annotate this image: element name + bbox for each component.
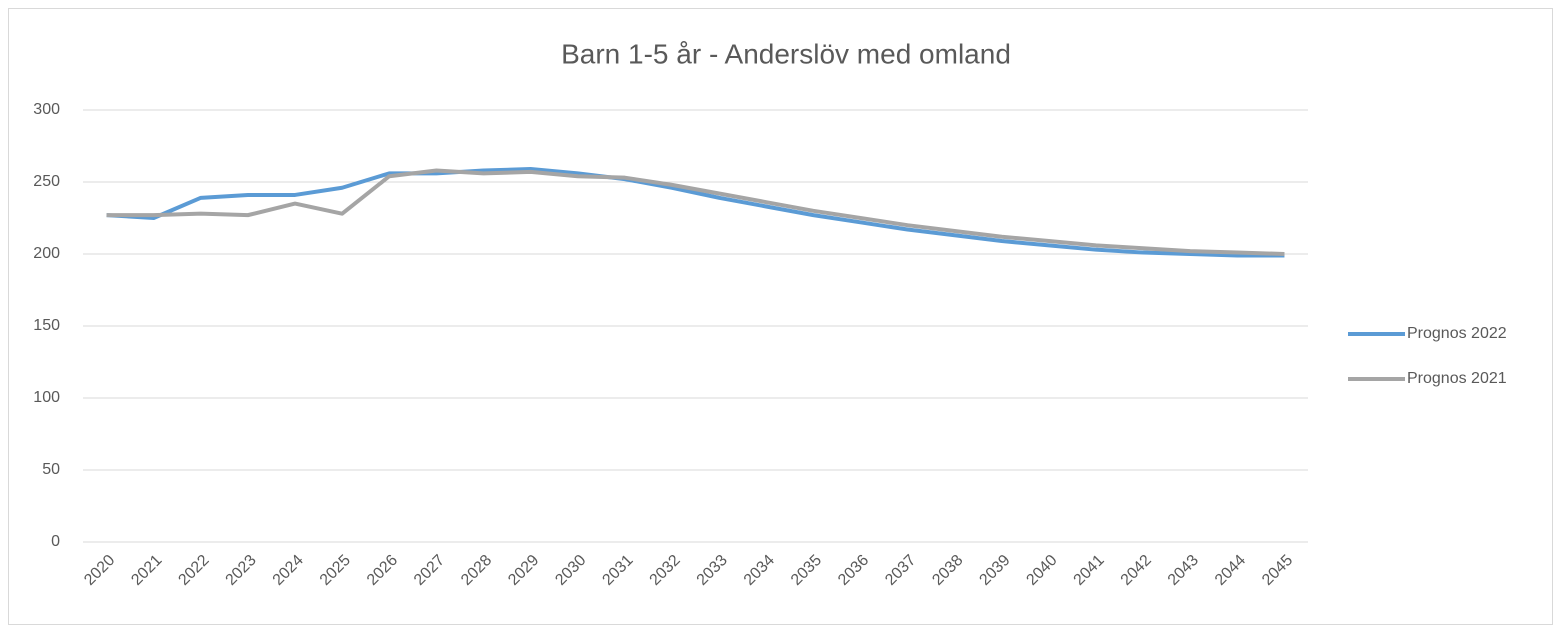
- chart-title: Barn 1-5 år - Anderslöv med omland: [561, 38, 1011, 69]
- series-line: [106, 167, 1285, 258]
- chart-frame: [8, 8, 1553, 625]
- y-tick-label: 300: [33, 101, 60, 118]
- y-tick-label: 50: [42, 461, 60, 478]
- legend-label: Prognos 2022: [1407, 325, 1507, 342]
- y-tick-label: 150: [33, 317, 60, 334]
- legend-label: Prognos 2021: [1407, 370, 1507, 387]
- series-line: [106, 168, 1285, 256]
- y-tick-label: 250: [33, 173, 60, 190]
- y-tick-label: 100: [33, 389, 60, 406]
- y-tick-label: 0: [51, 533, 60, 550]
- y-tick-label: 200: [33, 245, 60, 262]
